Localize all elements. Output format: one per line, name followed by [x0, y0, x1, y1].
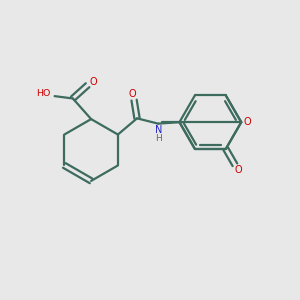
Text: O: O [234, 165, 242, 176]
Text: O: O [89, 77, 97, 87]
Text: H: H [155, 134, 162, 143]
Text: N: N [155, 125, 163, 135]
Text: O: O [129, 88, 136, 99]
Text: O: O [244, 117, 251, 127]
Text: HO: HO [36, 89, 51, 98]
